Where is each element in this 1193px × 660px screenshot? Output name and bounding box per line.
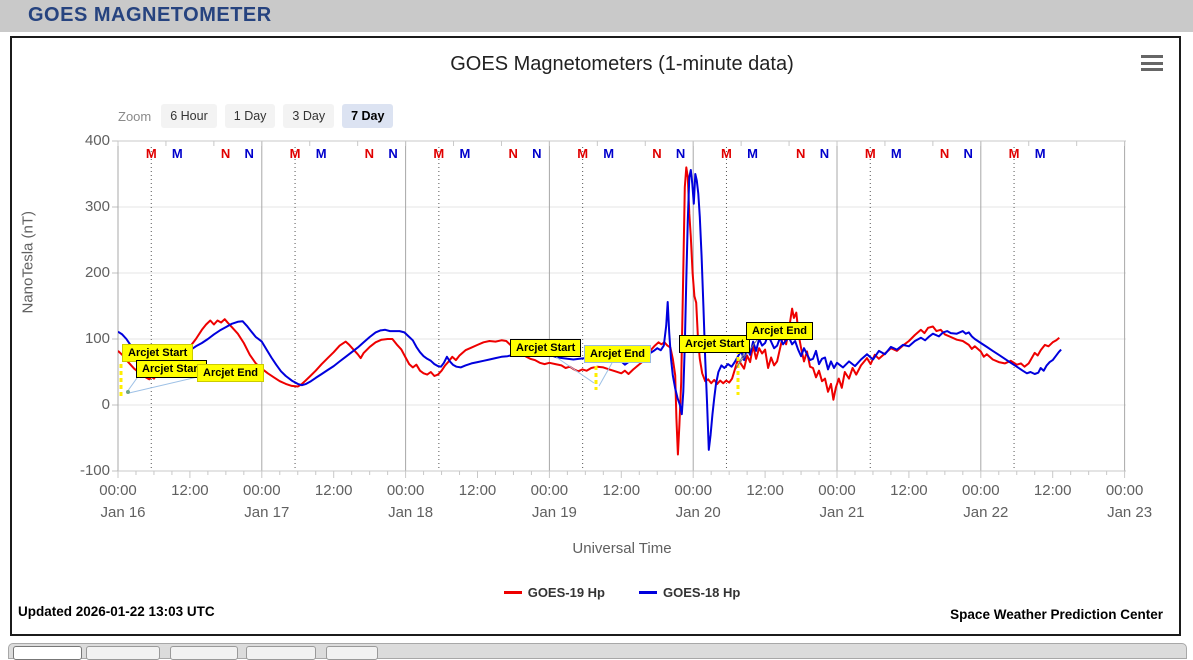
x-date-label: Jan 16 (100, 504, 146, 521)
legend-item-goes-18-hp[interactable]: GOES-18 Hp (639, 585, 740, 600)
x-tick-label: 12:00 (314, 482, 353, 499)
satellite-midnight-marker: M (171, 146, 183, 161)
x-tick-label: 00:00 (386, 482, 425, 499)
satellite-midnight-marker: M (315, 146, 327, 161)
zoom-button-1-day[interactable]: 1 Day (224, 104, 276, 128)
satellite-noon-marker: N (819, 146, 830, 161)
legend-line-icon (639, 591, 657, 594)
zoom-button-3-day[interactable]: 3 Day (283, 104, 335, 128)
x-date-label: Jan 18 (388, 504, 434, 521)
arcjet-annotation-label: Arcjet Start (510, 339, 582, 357)
x-date-label: Jan 21 (819, 504, 865, 521)
x-tick-label: 00:00 (99, 482, 137, 499)
x-date-label: Jan 19 (531, 504, 577, 521)
satellite-midnight-marker: M (1034, 146, 1046, 161)
satellite-midnight-marker: M (1008, 146, 1020, 161)
zoom-button-6-hour[interactable]: 6 Hour (161, 104, 217, 128)
annotation-connector-line (555, 356, 595, 384)
annotation-connector-line (126, 377, 138, 393)
arcjet-annotation-label: Arcjet End (584, 345, 652, 363)
x-tick-label: 00:00 (962, 482, 1000, 499)
legend-label: GOES-18 Hp (663, 585, 741, 600)
chart-title: GOES Magnetometers (1-minute data) (450, 53, 794, 75)
satellite-midnight-marker: M (721, 146, 732, 161)
page-header-bar: GOES MAGNETOMETER (0, 0, 1193, 32)
satellite-noon-marker: N (508, 146, 518, 161)
satellite-midnight-marker: M (577, 146, 589, 161)
legend-item-goes-19-hp[interactable]: GOES-19 Hp (503, 585, 605, 600)
legend-label: GOES-19 Hp (527, 585, 605, 600)
satellite-midnight-marker: M (459, 146, 471, 161)
satellite-midnight-marker: M (433, 146, 445, 161)
y-tick-label: 100 (84, 330, 110, 347)
satellite-noon-marker: N (652, 146, 662, 161)
x-tick-label: 12:00 (1033, 482, 1072, 499)
annotation-anchor-dot (126, 390, 130, 394)
x-axis-title: Universal Time (572, 540, 672, 557)
bottom-toolbar-button[interactable] (246, 646, 316, 660)
series-goes-19-hp (118, 166, 1060, 456)
x-tick-label: 00:00 (818, 482, 856, 499)
arcjet-annotation-label: Arcjet Start (136, 360, 208, 378)
x-date-label: Jan 20 (675, 504, 721, 521)
satellite-midnight-marker: M (747, 146, 758, 161)
annotation-connector-line (128, 374, 207, 394)
swpc-credit: Space Weather Prediction Center (950, 607, 1163, 622)
satellite-midnight-marker: M (145, 146, 157, 161)
satellite-noon-marker: N (532, 146, 542, 161)
updated-timestamp: Updated 2026-01-22 13:03 UTC (18, 604, 215, 619)
legend-line-icon (503, 591, 522, 594)
zoom-controls: Zoom 6 Hour 1 Day 3 Day 7 Day (118, 104, 401, 128)
bottom-toolbar-button[interactable] (170, 646, 238, 660)
x-tick-label: 00:00 (1105, 482, 1144, 499)
satellite-midnight-marker: M (890, 146, 902, 161)
x-date-label: Jan 22 (963, 504, 1009, 521)
satellite-noon-marker: N (220, 146, 231, 161)
page-title: GOES MAGNETOMETER (28, 4, 272, 26)
x-tick-label: 12:00 (746, 482, 784, 499)
x-date-label: Jan 23 (1107, 504, 1153, 521)
satellite-noon-marker: N (796, 146, 806, 161)
satellite-noon-marker: N (364, 146, 375, 161)
y-tick-label: 400 (84, 132, 110, 149)
arcjet-annotation-label: Arcjet End (746, 322, 814, 340)
y-axis-title: NanoTesla (nT) (20, 211, 37, 314)
y-tick-label: -100 (79, 462, 110, 479)
bottom-toolbar-button[interactable] (13, 646, 82, 660)
satellite-noon-marker: N (388, 146, 398, 161)
x-tick-label: 12:00 (602, 482, 641, 499)
satellite-noon-marker: N (244, 146, 254, 161)
satellite-noon-marker: N (963, 146, 973, 161)
x-tick-label: 00:00 (243, 482, 281, 499)
arcjet-annotation-label: Arcjet Start (679, 335, 751, 353)
satellite-noon-marker: N (939, 146, 950, 161)
x-tick-label: 00:00 (530, 482, 569, 499)
arcjet-annotation-label: Arcjet End (197, 364, 265, 382)
x-tick-label: 00:00 (674, 482, 712, 499)
y-tick-label: 200 (84, 264, 110, 281)
chart-container (10, 36, 1181, 636)
series-goes-18-hp (118, 169, 1062, 451)
legend: GOES-19 Hp GOES-18 Hp (118, 585, 1126, 600)
satellite-midnight-marker: M (603, 146, 615, 161)
x-date-label: Jan 17 (244, 504, 290, 521)
zoom-label: Zoom (118, 108, 152, 124)
annotation-connector-line (598, 362, 613, 387)
satellite-midnight-marker: M (289, 146, 301, 161)
hamburger-menu-icon[interactable] (1141, 55, 1165, 73)
zoom-button-7-day[interactable]: 7 Day (342, 104, 394, 128)
bottom-toolbar-button[interactable] (326, 646, 378, 660)
bottom-toolbar-button[interactable] (86, 646, 160, 660)
y-tick-label: 0 (101, 396, 110, 413)
y-tick-label: 300 (84, 198, 110, 215)
x-tick-label: 12:00 (171, 482, 209, 499)
x-tick-label: 12:00 (458, 482, 497, 499)
x-tick-label: 12:00 (890, 482, 928, 499)
satellite-noon-marker: N (675, 146, 686, 161)
annotation-connector-line (735, 352, 745, 370)
satellite-midnight-marker: M (864, 146, 876, 161)
